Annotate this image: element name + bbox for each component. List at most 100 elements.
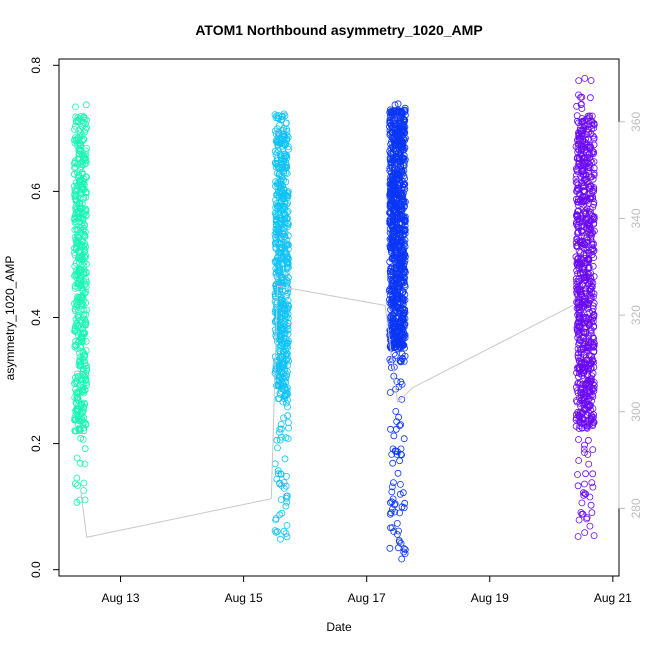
data-point (77, 113, 84, 120)
data-point (575, 410, 582, 418)
data-point (281, 395, 289, 403)
data-point (397, 273, 405, 281)
data-point (79, 119, 87, 126)
data-point (398, 236, 406, 244)
data-point (399, 354, 407, 362)
data-point (278, 509, 286, 517)
data-point (401, 116, 409, 124)
data-point (583, 423, 591, 431)
data-point (272, 213, 280, 220)
data-point (400, 181, 408, 189)
data-point (395, 139, 403, 147)
data-point (76, 125, 84, 133)
data-point (394, 322, 402, 330)
data-point (575, 516, 583, 524)
data-point (393, 174, 401, 182)
data-point (577, 249, 584, 257)
data-point (582, 216, 590, 224)
data-point (587, 501, 595, 509)
data-point (271, 111, 279, 118)
data-point (574, 482, 582, 490)
data-point (581, 441, 588, 449)
data-point (281, 139, 289, 147)
data-point (274, 470, 282, 478)
data-point (583, 234, 591, 242)
data-point (398, 146, 406, 154)
data-point (386, 544, 394, 552)
data-point (278, 433, 285, 441)
data-point (578, 381, 586, 388)
data-point (390, 228, 398, 236)
data-point (393, 229, 401, 237)
data-point (586, 308, 594, 316)
data-point (284, 390, 292, 398)
data-point (393, 194, 401, 202)
data-point (396, 108, 404, 115)
data-point (81, 386, 89, 394)
data-point (79, 314, 87, 322)
data-point (586, 392, 594, 400)
data-point (71, 160, 78, 167)
data-point (280, 320, 288, 327)
data-point (401, 257, 409, 265)
data-point (575, 341, 583, 349)
data-point (575, 132, 582, 140)
y-tick-label: 0.0 (29, 561, 43, 578)
data-point (78, 252, 86, 260)
data-point (584, 319, 591, 327)
data-point (388, 295, 396, 303)
data-point (396, 340, 404, 347)
data-point (400, 116, 408, 123)
data-point (579, 338, 587, 346)
data-point (273, 169, 281, 177)
data-point (277, 296, 285, 304)
data-point (587, 416, 595, 423)
data-point (391, 289, 399, 297)
data-point (392, 275, 400, 283)
data-point (391, 500, 399, 508)
data-point (82, 280, 89, 288)
data-point (590, 240, 598, 248)
data-point (580, 179, 588, 187)
data-point (275, 170, 283, 177)
data-point (82, 319, 90, 327)
data-point (283, 152, 290, 160)
data-point (82, 101, 90, 109)
data-point (575, 373, 582, 381)
data-point (577, 402, 584, 410)
data-point (276, 480, 284, 488)
data-point (585, 249, 593, 257)
data-point (398, 220, 406, 228)
data-point (73, 400, 80, 408)
data-point (574, 258, 582, 266)
data-point (576, 215, 583, 223)
data-point (574, 198, 581, 206)
data-point (589, 341, 597, 348)
data-point (280, 110, 288, 118)
data-point (589, 470, 597, 478)
data-point (389, 255, 397, 262)
data-point (395, 220, 403, 228)
data-point (590, 164, 598, 172)
data-point (389, 445, 397, 453)
data-point (389, 284, 397, 292)
y-axis-label: asymmetry_1020_AMP (3, 256, 17, 381)
data-point (587, 77, 595, 84)
data-point (272, 240, 280, 248)
data-point (81, 254, 89, 262)
data-point (393, 450, 401, 458)
data-point (283, 263, 291, 271)
data-point (390, 236, 398, 244)
data-point (283, 389, 291, 397)
data-point (589, 393, 597, 401)
data-point (81, 460, 89, 468)
data-point (399, 306, 407, 314)
y-tick-label: 0.6 (29, 183, 43, 200)
data-point (71, 244, 78, 252)
data-point (83, 269, 90, 277)
y-tick-label: 0.4 (29, 309, 43, 326)
data-point (586, 522, 594, 530)
data-point (283, 533, 291, 541)
data-point (272, 151, 280, 159)
data-point (588, 230, 596, 237)
